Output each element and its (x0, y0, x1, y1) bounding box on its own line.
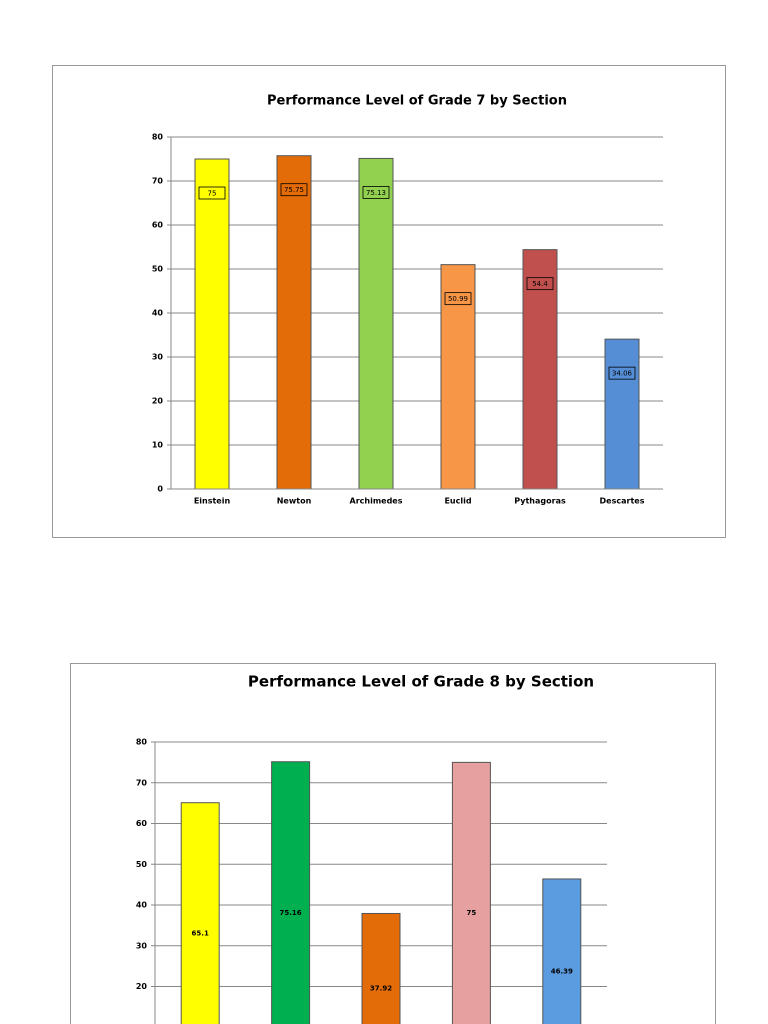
y-tick-label: 40 (136, 901, 148, 910)
y-tick-label: 20 (152, 397, 164, 406)
x-tick-label: Archimedes (350, 497, 403, 506)
x-tick-label: Einstein (194, 497, 231, 506)
chart-title: Performance Level of Grade 8 by Section (248, 673, 594, 691)
data-label-box (280, 183, 308, 197)
y-tick-label: 60 (152, 221, 164, 230)
bar (276, 155, 312, 490)
y-tick-label: 30 (152, 353, 164, 362)
y-tick-label: 20 (136, 982, 148, 991)
x-tick-label: Descartes (600, 497, 645, 506)
data-label: 75 (208, 190, 217, 198)
x-tick-label: Newton (277, 497, 312, 506)
x-tick-label: Euclid (444, 497, 471, 506)
bar (542, 878, 582, 1024)
bar (451, 761, 491, 1024)
y-tick-label: 50 (136, 860, 148, 869)
data-label: 34.06 (612, 370, 633, 378)
y-tick-label: 80 (152, 133, 164, 142)
bar (358, 157, 394, 490)
data-label: 54.4 (532, 280, 548, 288)
data-label: 75 (467, 909, 477, 917)
bar (604, 338, 640, 490)
y-tick-label: 70 (152, 177, 164, 186)
data-label: 75.16 (280, 909, 302, 917)
data-label: 50.99 (448, 295, 468, 303)
chart-title: Performance Level of Grade 7 by Section (267, 94, 567, 109)
y-tick-label: 0 (157, 485, 163, 494)
y-tick-label: 80 (136, 738, 148, 747)
y-tick-label: 60 (136, 819, 148, 828)
bar (440, 264, 476, 490)
data-label-box (198, 186, 226, 200)
data-label-box (608, 366, 636, 380)
data-label: 46.39 (551, 967, 573, 975)
data-label-box (362, 186, 390, 199)
y-tick-label: 70 (136, 778, 148, 787)
y-tick-label: 40 (152, 309, 164, 318)
bar (361, 912, 401, 1024)
bar (271, 761, 311, 1024)
data-label: 75.13 (366, 189, 386, 197)
data-label: 75.75 (284, 186, 304, 194)
y-tick-label: 30 (136, 941, 148, 950)
data-label-box (444, 292, 472, 306)
bar (194, 158, 230, 490)
data-label: 37.92 (370, 985, 392, 993)
bar (180, 802, 220, 1024)
x-tick-label: Pythagoras (514, 497, 566, 506)
data-label: 65.1 (192, 929, 209, 937)
y-tick-label: 50 (152, 265, 164, 274)
y-tick-label: 10 (152, 441, 164, 450)
data-label-box (526, 277, 554, 291)
